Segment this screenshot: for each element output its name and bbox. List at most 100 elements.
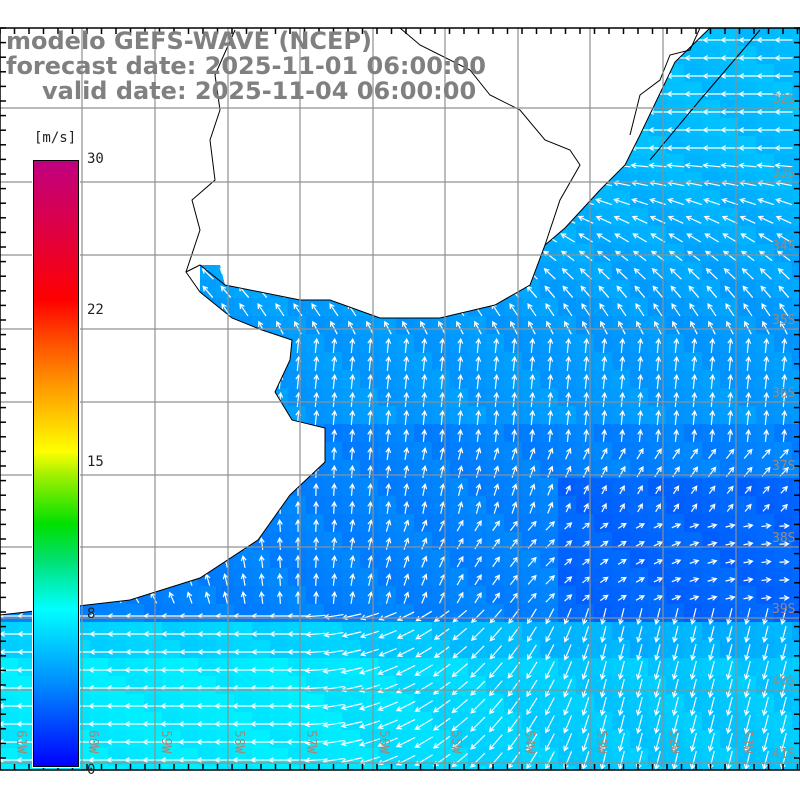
wind-arrow <box>774 127 793 133</box>
wind-arrow <box>434 250 449 262</box>
wind-arrow <box>612 91 631 97</box>
speed-cell <box>180 622 198 640</box>
wind-arrow <box>395 664 416 676</box>
speed-cell <box>234 244 252 262</box>
wind-arrow <box>654 447 662 460</box>
wind-arrow <box>92 250 107 262</box>
wind-arrow <box>89 631 110 637</box>
speed-cell <box>360 172 378 190</box>
speed-cell <box>594 550 612 568</box>
wind-arrow <box>470 734 486 750</box>
wind-arrow <box>598 285 610 298</box>
wind-arrow <box>150 537 158 550</box>
speed-cell <box>630 118 648 136</box>
wind-arrow <box>543 268 556 280</box>
speed-cell <box>108 388 126 406</box>
speed-cell <box>288 658 306 676</box>
wind-arrow <box>310 285 322 298</box>
speed-cell <box>162 280 180 298</box>
speed-cell <box>486 118 504 136</box>
speed-cell <box>612 406 630 424</box>
wind-arrow <box>743 595 754 601</box>
wind-arrow <box>204 591 211 604</box>
speed-cell <box>720 478 738 496</box>
speed-cell <box>234 190 252 208</box>
speed-cell <box>378 208 396 226</box>
wind-arrow <box>162 109 181 115</box>
wind-arrow <box>619 337 626 353</box>
wind-arrow <box>325 215 342 224</box>
speed-cell <box>558 334 576 352</box>
wind-arrow <box>702 162 721 169</box>
wind-arrow <box>24 501 31 514</box>
speed-cell <box>342 244 360 262</box>
speed-cell <box>702 694 720 712</box>
wind-arrow <box>762 608 769 626</box>
speed-cell <box>0 190 18 208</box>
wind-arrow <box>690 485 698 495</box>
speed-cell <box>558 766 576 770</box>
wind-arrow <box>637 391 644 407</box>
speed-cell <box>756 280 774 298</box>
speed-cell <box>648 334 666 352</box>
speed-cell <box>270 748 288 766</box>
wind-arrow <box>709 391 716 407</box>
wind-arrow <box>529 501 536 514</box>
speed-cell <box>306 352 324 370</box>
wind-arrow <box>760 285 772 298</box>
speed-cell <box>648 640 666 658</box>
wind-arrow <box>616 285 628 298</box>
wind-arrow <box>258 572 265 586</box>
speed-cell <box>684 550 702 568</box>
wind-arrow <box>169 355 176 371</box>
wind-arrow <box>635 595 646 601</box>
wind-arrow <box>708 503 716 512</box>
speed-cell <box>396 244 414 262</box>
wind-arrow <box>688 285 700 298</box>
speed-cell <box>720 748 738 766</box>
wind-arrow <box>684 73 703 79</box>
speed-cell <box>414 136 432 154</box>
wind-arrow <box>109 215 126 224</box>
speed-cell <box>720 388 738 406</box>
speed-cell <box>738 586 756 604</box>
wind-arrow <box>340 721 363 729</box>
speed-cell <box>324 226 342 244</box>
speed-cell <box>270 370 288 388</box>
speed-cell <box>630 172 648 190</box>
speed-cell <box>288 712 306 730</box>
speed-cell <box>288 622 306 640</box>
speed-cell <box>774 460 792 478</box>
speed-cell <box>504 46 522 64</box>
wind-arrow <box>340 667 363 675</box>
speed-cell <box>540 208 558 226</box>
speed-cell <box>270 640 288 658</box>
wind-arrow <box>285 721 309 727</box>
wind-arrow <box>522 55 541 61</box>
speed-cell <box>630 100 648 118</box>
wind-arrow <box>367 446 374 460</box>
speed-cell <box>468 748 486 766</box>
wind-arrow <box>385 482 392 496</box>
wind-arrow <box>112 285 124 298</box>
speed-cell <box>738 298 756 316</box>
wind-arrow <box>780 485 788 494</box>
wind-arrow <box>402 320 410 335</box>
wind-arrow <box>396 145 415 151</box>
wind-arrow <box>416 233 432 243</box>
wind-arrow <box>289 215 306 224</box>
wind-arrow <box>761 303 771 317</box>
wind-arrow <box>689 750 697 770</box>
wind-arrow <box>470 752 486 768</box>
wind-arrow <box>168 501 175 514</box>
speed-cell <box>522 766 540 770</box>
wind-arrow <box>707 660 715 681</box>
speed-cell <box>468 712 486 730</box>
wind-arrow <box>492 320 500 335</box>
wind-arrow <box>313 500 319 514</box>
speed-cell <box>792 208 800 226</box>
wind-arrow <box>378 162 397 169</box>
speed-cell <box>666 154 684 172</box>
speed-cell <box>252 658 270 676</box>
speed-cell <box>144 352 162 370</box>
